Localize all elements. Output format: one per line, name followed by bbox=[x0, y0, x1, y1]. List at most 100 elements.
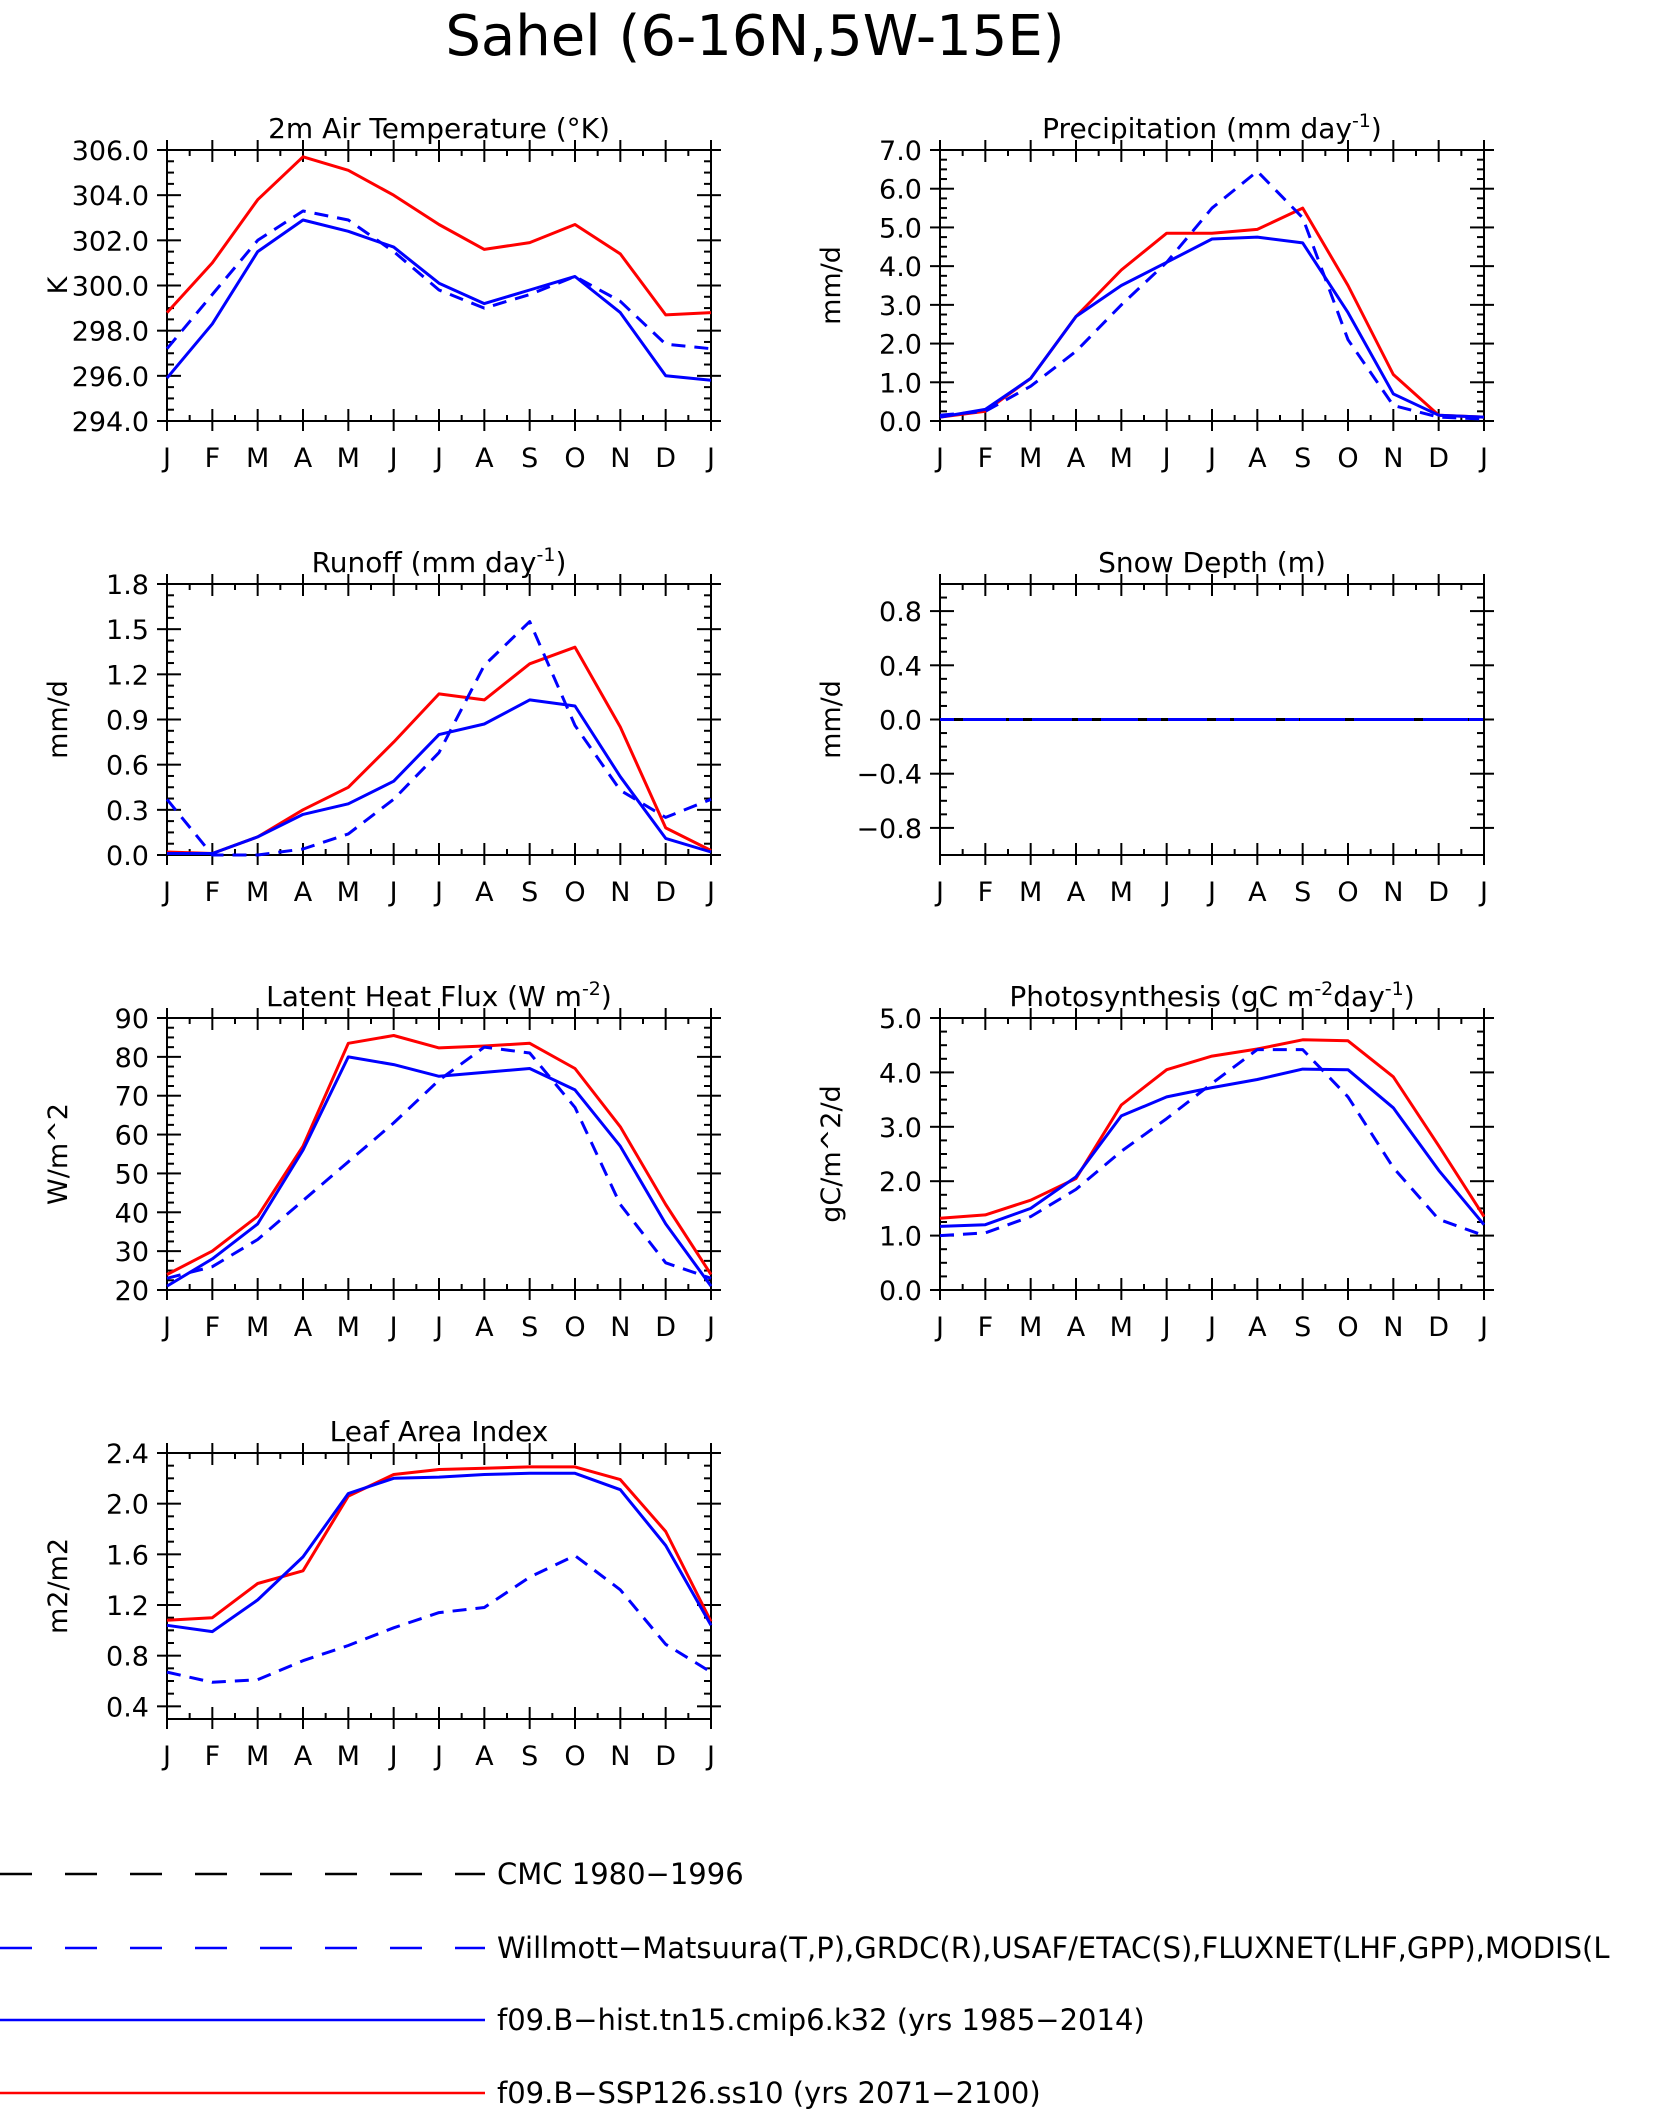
y-tick-label: 302.0 bbox=[72, 226, 149, 257]
x-tick-label: N bbox=[1383, 1312, 1403, 1343]
x-tick-label: M bbox=[337, 1741, 360, 1772]
y-axis-label: W/m^2 bbox=[43, 1103, 74, 1205]
x-tick-label: A bbox=[475, 1741, 494, 1772]
x-tick-label: O bbox=[564, 443, 585, 474]
series-line-obs bbox=[165, 209, 712, 351]
x-tick-label: D bbox=[655, 443, 676, 474]
chart-panel-5: Latent Heat Flux (W m-2)J F M A M J J A S O N D J203… bbox=[43, 978, 721, 1343]
x-tick-label: M bbox=[1019, 1312, 1042, 1343]
legend-entry-ssp: f09.B−SSP126.ss10 (yrs 2071−2100) bbox=[0, 2076, 1041, 2110]
x-tick-label: A bbox=[1067, 877, 1086, 908]
x-tick-label: O bbox=[564, 1741, 585, 1772]
x-tick-label: J bbox=[705, 1741, 715, 1772]
y-tick-label: 0.6 bbox=[106, 751, 149, 782]
y-tick-label: −0.8 bbox=[856, 814, 922, 845]
chart-panels: 2m Air Temperature (°K)J F M A M J J A S O N D J294.… bbox=[43, 110, 1494, 1772]
y-tick-label: 0.4 bbox=[106, 1692, 149, 1723]
x-tick-label: S bbox=[521, 1312, 538, 1343]
y-tick-label: 7.0 bbox=[879, 136, 922, 167]
x-tick-label: M bbox=[246, 1741, 269, 1772]
y-tick-label: 50 bbox=[115, 1159, 149, 1190]
x-tick-label: J bbox=[705, 1312, 715, 1343]
x-tick-label: J bbox=[433, 877, 443, 908]
legend-label: CMC 1980−1996 bbox=[497, 1857, 744, 1891]
y-tick-label: 0.9 bbox=[106, 706, 149, 737]
y-tick-label: 3.0 bbox=[879, 1113, 922, 1144]
x-tick-label: N bbox=[610, 877, 630, 908]
y-tick-label: 3.0 bbox=[879, 291, 922, 322]
y-axis-label: mm/d bbox=[43, 680, 74, 759]
x-tick-label: A bbox=[1067, 1312, 1086, 1343]
legend-label: f09.B−SSP126.ss10 (yrs 2071−2100) bbox=[497, 2076, 1041, 2110]
y-tick-label: 2.0 bbox=[879, 330, 922, 361]
y-tick-label: 2.0 bbox=[879, 1167, 922, 1198]
panel-title: Photosynthesis (gC m-2day-1) bbox=[1009, 978, 1414, 1013]
x-tick-label: J bbox=[934, 443, 944, 474]
series-line-obs bbox=[165, 620, 712, 857]
x-tick-label: J bbox=[1206, 443, 1216, 474]
x-tick-label: A bbox=[1248, 443, 1267, 474]
legend: CMC 1980−1996 Willmott−Matsuura(T,P),GRDC… bbox=[0, 1857, 1610, 2110]
x-tick-label: J bbox=[1161, 1312, 1171, 1343]
x-tick-label: J bbox=[1478, 877, 1488, 908]
plot-frame bbox=[166, 583, 712, 856]
x-tick-label: F bbox=[978, 1312, 994, 1343]
x-tick-label: N bbox=[610, 1741, 630, 1772]
x-tick-label: M bbox=[1019, 443, 1042, 474]
x-tick-label: M bbox=[337, 1312, 360, 1343]
x-tick-label: J bbox=[705, 877, 715, 908]
x-tick-label: O bbox=[564, 877, 585, 908]
chart-panel-2: Precipitation (mm day-1)J F M A M J J A S O N D J0.0… bbox=[816, 110, 1494, 474]
plot-frame bbox=[939, 1017, 1485, 1291]
x-tick-label: F bbox=[205, 877, 221, 908]
x-tick-label: S bbox=[521, 443, 538, 474]
series-line-ssp bbox=[939, 1038, 1486, 1220]
y-tick-label: 0.4 bbox=[879, 651, 922, 682]
x-tick-label: A bbox=[294, 877, 313, 908]
y-tick-label: 1.6 bbox=[106, 1540, 149, 1571]
x-tick-label: F bbox=[978, 443, 994, 474]
series-line-hist bbox=[165, 218, 712, 382]
legend-label: Willmott−Matsuura(T,P),GRDC(R),USAF/ETAC… bbox=[497, 1931, 1610, 1965]
x-tick-label: A bbox=[294, 1312, 313, 1343]
x-tick-label: F bbox=[978, 877, 994, 908]
chart-panel-6: Photosynthesis (gC m-2day-1)J F M A M J J A S O N D… bbox=[816, 978, 1494, 1343]
x-tick-label: S bbox=[521, 1741, 538, 1772]
y-tick-label: 0.8 bbox=[106, 1642, 149, 1673]
y-tick-label: 0.0 bbox=[879, 407, 922, 438]
x-tick-label: M bbox=[246, 1312, 269, 1343]
panel-title: Snow Depth (m) bbox=[1098, 546, 1326, 579]
x-tick-label: M bbox=[246, 877, 269, 908]
x-tick-label: D bbox=[655, 1741, 676, 1772]
x-tick-label: J bbox=[1206, 877, 1216, 908]
panel-title: Latent Heat Flux (W m-2) bbox=[266, 978, 612, 1013]
y-tick-label: 6.0 bbox=[879, 175, 922, 206]
series-line-hist bbox=[167, 698, 712, 855]
x-tick-label: J bbox=[388, 1312, 398, 1343]
x-tick-label: J bbox=[433, 443, 443, 474]
x-tick-label: S bbox=[1294, 443, 1311, 474]
series-line-hist bbox=[939, 235, 1485, 419]
legend-entry-hist: f09.B−hist.tn15.cmip6.k32 (yrs 1985−2014… bbox=[0, 2003, 1145, 2037]
x-tick-label: J bbox=[1161, 443, 1171, 474]
panel-title: Runoff (mm day-1) bbox=[312, 544, 567, 579]
x-tick-label: M bbox=[337, 443, 360, 474]
x-tick-label: A bbox=[294, 443, 313, 474]
y-tick-label: 0.3 bbox=[106, 796, 149, 827]
plot-frame bbox=[166, 149, 712, 422]
x-tick-label: J bbox=[1478, 443, 1488, 474]
chart-panel-1: 2m Air Temperature (°K)J F M A M J J A S O N D J294.… bbox=[43, 112, 721, 474]
x-tick-label: D bbox=[1428, 877, 1449, 908]
series-line-ssp bbox=[166, 1465, 713, 1623]
y-axis-label: mm/d bbox=[816, 680, 847, 759]
x-tick-label: A bbox=[1067, 443, 1086, 474]
y-axis-label: gC/m^2/d bbox=[816, 1085, 847, 1222]
panel-title: Leaf Area Index bbox=[330, 1415, 549, 1448]
legend-entry-obs: Willmott−Matsuura(T,P),GRDC(R),USAF/ETAC… bbox=[0, 1931, 1610, 1965]
x-tick-label: J bbox=[388, 443, 398, 474]
y-tick-label: 70 bbox=[115, 1082, 149, 1113]
chart-panel-4: Snow Depth (m)J F M A M J J A S O N D J−0.8−0.40.00.… bbox=[816, 546, 1494, 908]
y-tick-label: 304.0 bbox=[72, 181, 149, 212]
y-tick-label: 5.0 bbox=[879, 1004, 922, 1035]
